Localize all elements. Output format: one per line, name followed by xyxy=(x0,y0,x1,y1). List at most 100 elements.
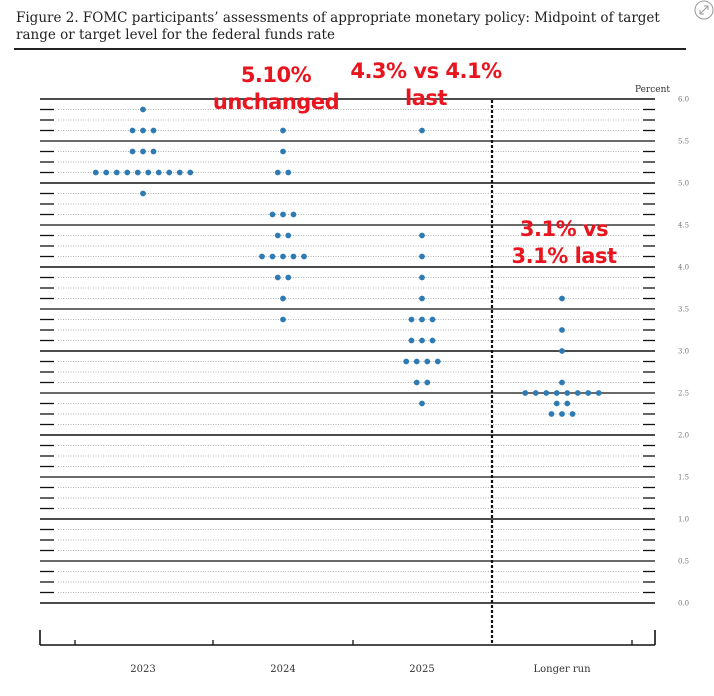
participant-dot xyxy=(413,379,420,386)
participant-dot xyxy=(429,337,436,344)
participant-dot xyxy=(424,358,431,365)
participant-dot xyxy=(564,400,571,407)
participant-dot xyxy=(140,127,146,134)
participant-dot xyxy=(92,169,99,176)
participant-dot xyxy=(280,295,286,302)
y-axis-label: Percent xyxy=(635,85,670,95)
y-tick-label: 5.5 xyxy=(678,138,689,146)
participant-dot xyxy=(129,148,136,155)
participant-dot xyxy=(187,169,194,176)
annotations: 5.10% unchanged 4.3% vs 4.1% last 3.1% vs 3.1… xyxy=(213,59,618,268)
participant-dot xyxy=(150,127,157,134)
participant-dot xyxy=(140,190,146,197)
participant-dot xyxy=(155,169,162,176)
participant-dot xyxy=(553,390,560,396)
x-category-labels: 2023 2024 2025 Longer run xyxy=(130,664,591,675)
participant-dot xyxy=(564,390,571,396)
x-category-label: 2025 xyxy=(409,664,434,675)
participant-dot xyxy=(413,358,420,365)
expand-icon[interactable] xyxy=(690,0,714,24)
participant-dot xyxy=(103,169,110,176)
participant-dot xyxy=(166,169,173,176)
participant-dot xyxy=(301,253,307,260)
y-tick-label: 1.0 xyxy=(678,516,689,524)
participant-dot xyxy=(129,127,136,134)
participant-dot xyxy=(150,148,157,155)
participant-dot xyxy=(595,390,602,396)
participant-dot xyxy=(419,316,425,323)
participant-dot xyxy=(285,169,292,176)
gridlines xyxy=(40,98,655,604)
participant-dot xyxy=(403,358,410,365)
participant-dot xyxy=(290,211,297,218)
participant-dot xyxy=(145,169,152,176)
participant-dot xyxy=(259,253,265,260)
participant-dot xyxy=(280,253,286,260)
participant-dot xyxy=(434,358,441,365)
y-tick-label: 5.0 xyxy=(678,180,689,188)
title-divider xyxy=(14,48,686,50)
participant-dot xyxy=(280,316,286,323)
y-tick-labels: 0.0 0.5 1.0 1.5 2.0 2.5 3.0 3.5 4.0 4.5 5.0 5.5 6.0 xyxy=(678,96,689,608)
participant-dot xyxy=(559,295,565,302)
participant-dot xyxy=(532,390,539,396)
participant-dot xyxy=(269,211,276,218)
annotation-text: 5.10% xyxy=(241,63,312,87)
participant-dot xyxy=(419,400,425,407)
participant-dot xyxy=(559,411,565,417)
participant-dot xyxy=(429,316,436,323)
annotation-text: last xyxy=(405,86,447,110)
y-tick-label: 2.5 xyxy=(678,390,689,398)
y-tick-label: 3.0 xyxy=(678,348,689,356)
participant-dot xyxy=(285,232,292,239)
x-axis xyxy=(39,630,656,646)
annotation-text: 4.3% vs 4.1% xyxy=(350,59,502,83)
participant-dot xyxy=(280,127,286,134)
participant-dot xyxy=(408,337,415,344)
participant-dot xyxy=(419,274,425,281)
participant-dot xyxy=(585,390,592,396)
y-tick-label: 4.0 xyxy=(678,264,689,272)
y-tick-label: 1.5 xyxy=(678,474,689,482)
participant-dot xyxy=(140,148,146,155)
participant-dot xyxy=(419,337,425,344)
participant-dot xyxy=(113,169,120,176)
participant-dot xyxy=(559,327,565,333)
dots xyxy=(92,106,602,417)
x-category-label: Longer run xyxy=(533,664,591,675)
participant-dot xyxy=(419,232,425,239)
annotation-text: 3.1% vs xyxy=(520,217,608,241)
y-tick-label: 2.0 xyxy=(678,432,689,440)
participant-dot xyxy=(424,379,431,386)
y-tick-label: 0.5 xyxy=(678,558,689,566)
participant-dot xyxy=(569,411,576,417)
participant-dot xyxy=(176,169,183,176)
participant-dot xyxy=(522,390,529,396)
participant-dot xyxy=(280,211,286,218)
participant-dot xyxy=(419,253,425,260)
participant-dot xyxy=(290,253,297,260)
annotation-text: unchanged xyxy=(213,90,339,114)
participant-dot xyxy=(274,274,281,281)
participant-dot xyxy=(124,169,131,176)
participant-dot xyxy=(419,127,425,134)
x-category-label: 2023 xyxy=(130,664,155,675)
participant-dot xyxy=(408,316,415,323)
participant-dot xyxy=(559,348,565,354)
annotation-text: 3.1% last xyxy=(512,244,617,268)
participant-dot xyxy=(269,253,276,260)
y-tick-label: 0.0 xyxy=(678,600,689,608)
y-tick-label: 4.5 xyxy=(678,222,689,230)
x-category-label: 2024 xyxy=(270,664,295,675)
participant-dot xyxy=(274,232,281,239)
participant-dot xyxy=(285,274,292,281)
participant-dot xyxy=(553,400,560,407)
participant-dot xyxy=(559,379,565,386)
participant-dot xyxy=(548,411,555,417)
participant-dot xyxy=(419,295,425,302)
participant-dot xyxy=(280,148,286,155)
participant-dot xyxy=(543,390,550,396)
y-tick-label: 6.0 xyxy=(678,96,689,104)
participant-dot xyxy=(134,169,141,176)
